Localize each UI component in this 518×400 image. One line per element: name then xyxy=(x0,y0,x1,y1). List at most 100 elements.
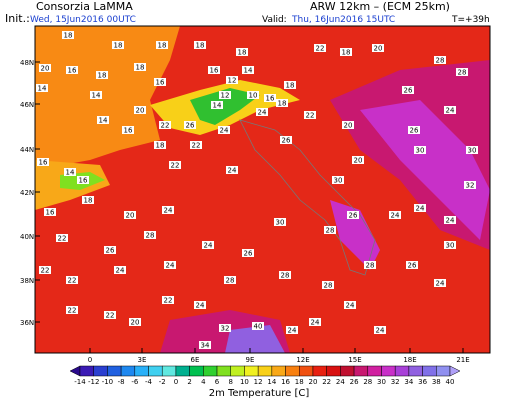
station-box xyxy=(464,181,476,189)
station-box xyxy=(444,241,456,249)
colorbar-tick: 12 xyxy=(254,378,263,386)
colorbar-tick: 38 xyxy=(432,378,441,386)
station-box xyxy=(456,68,468,76)
colorbar-tick: 26 xyxy=(350,378,359,386)
station-box xyxy=(219,324,231,332)
station-value: 30 xyxy=(334,177,343,185)
colorbar-cell xyxy=(436,365,451,377)
colorbar-tick: 22 xyxy=(322,378,331,386)
colorbar-tick: -14 xyxy=(74,378,86,386)
lon-label: 21E xyxy=(456,356,469,364)
station-value: 16 xyxy=(39,159,48,167)
station-value: 22 xyxy=(68,307,77,315)
station-box xyxy=(342,121,354,129)
station-box xyxy=(252,322,264,330)
lat-label: 46N xyxy=(20,101,34,109)
colorbar-cell xyxy=(353,365,369,377)
station-value: 14 xyxy=(213,102,222,110)
valid-date: Thu, 16Jun2016 15UTC xyxy=(291,15,395,25)
station-value: 18 xyxy=(114,42,123,50)
station-box xyxy=(66,66,78,74)
station-box xyxy=(226,166,238,174)
station-value: 24 xyxy=(166,262,175,270)
station-value: 24 xyxy=(220,127,229,135)
colorbar-cell xyxy=(93,365,108,377)
station-value: 20 xyxy=(126,212,135,220)
station-box xyxy=(90,91,102,99)
station-box xyxy=(162,206,174,214)
colorbar-tick: 4 xyxy=(201,378,206,386)
colorbar-cell xyxy=(340,365,355,377)
station-value: 30 xyxy=(276,219,285,227)
station-box xyxy=(77,176,89,184)
station-box xyxy=(402,86,414,94)
colorbar-tick: 36 xyxy=(418,378,427,386)
station-box xyxy=(372,44,384,52)
station-value: 28 xyxy=(436,57,445,65)
station-box xyxy=(264,94,276,102)
station-value: 18 xyxy=(156,142,165,150)
colorbar-cell xyxy=(326,365,341,377)
station-value: 24 xyxy=(416,205,425,213)
lon-label: 3E xyxy=(138,356,147,364)
forecast-step: T=+39h xyxy=(451,15,490,25)
colorbar-cell xyxy=(175,365,190,377)
station-box xyxy=(134,63,146,71)
station-box xyxy=(82,196,94,204)
station-box xyxy=(434,279,446,287)
hot-region xyxy=(360,100,490,240)
station-box xyxy=(112,41,124,49)
colorbar-cell xyxy=(230,365,245,377)
station-value: 26 xyxy=(410,127,419,135)
station-box xyxy=(194,301,206,309)
station-box xyxy=(332,176,344,184)
colorbar-tick: 30 xyxy=(377,378,386,386)
station-box xyxy=(247,91,259,99)
station-value: 24 xyxy=(346,302,355,310)
colorbar-tick: 0 xyxy=(174,378,178,386)
alps-region xyxy=(190,88,260,125)
station-box xyxy=(242,66,254,74)
station-value: 16 xyxy=(46,209,55,217)
station-box xyxy=(284,81,296,89)
station-box xyxy=(124,211,136,219)
station-box xyxy=(129,318,141,326)
station-value: 20 xyxy=(131,319,140,327)
station-value: 26 xyxy=(282,137,291,145)
station-value: 26 xyxy=(186,122,195,130)
station-value: 20 xyxy=(344,122,353,130)
station-value: 20 xyxy=(136,107,145,115)
colorbar-cell xyxy=(367,365,382,377)
hot-region xyxy=(225,325,285,353)
colorbar-tick: -12 xyxy=(88,378,99,386)
colorbar-tick: -6 xyxy=(131,378,139,386)
valid-label: Valid: xyxy=(262,15,287,25)
station-value: 12 xyxy=(228,77,237,85)
station-box xyxy=(389,211,401,219)
warm-region xyxy=(35,26,180,170)
header-model: ARW 12km – (ECM 25km) xyxy=(310,0,450,13)
station-value: 18 xyxy=(84,197,93,205)
colorbar-tick: 24 xyxy=(336,378,345,386)
station-value: 18 xyxy=(342,49,351,57)
colorbar-cell xyxy=(203,365,218,377)
station-box xyxy=(44,208,56,216)
station-value: 16 xyxy=(266,95,275,103)
colorbar-title: 2m Temperature [C] xyxy=(209,388,310,399)
colorbar-cell xyxy=(285,365,300,377)
colorbar-tick: 2 xyxy=(187,378,191,386)
station-box xyxy=(104,311,116,319)
lat-label: 38N xyxy=(20,277,34,285)
station-value: 22 xyxy=(41,267,50,275)
station-value: 16 xyxy=(79,177,88,185)
station-box xyxy=(276,99,288,107)
station-value: 32 xyxy=(466,182,475,190)
station-box xyxy=(39,64,51,72)
station-value: 30 xyxy=(446,242,455,250)
station-box xyxy=(256,108,268,116)
colorbar-tick: -4 xyxy=(145,378,153,386)
station-box xyxy=(184,121,196,129)
station-box xyxy=(114,266,126,274)
colorbar-tick: 16 xyxy=(281,378,290,386)
colorbar-cell xyxy=(244,365,259,377)
